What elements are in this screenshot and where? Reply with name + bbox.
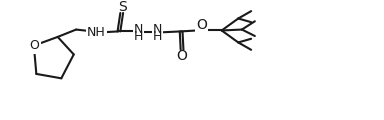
Text: O: O — [196, 18, 207, 32]
Text: S: S — [118, 0, 127, 14]
Text: NH: NH — [87, 26, 106, 39]
Text: O: O — [29, 39, 39, 52]
Text: N: N — [134, 23, 144, 36]
Text: N: N — [152, 23, 162, 36]
Text: H: H — [134, 30, 144, 43]
Text: H: H — [152, 30, 162, 43]
Text: O: O — [177, 49, 187, 63]
